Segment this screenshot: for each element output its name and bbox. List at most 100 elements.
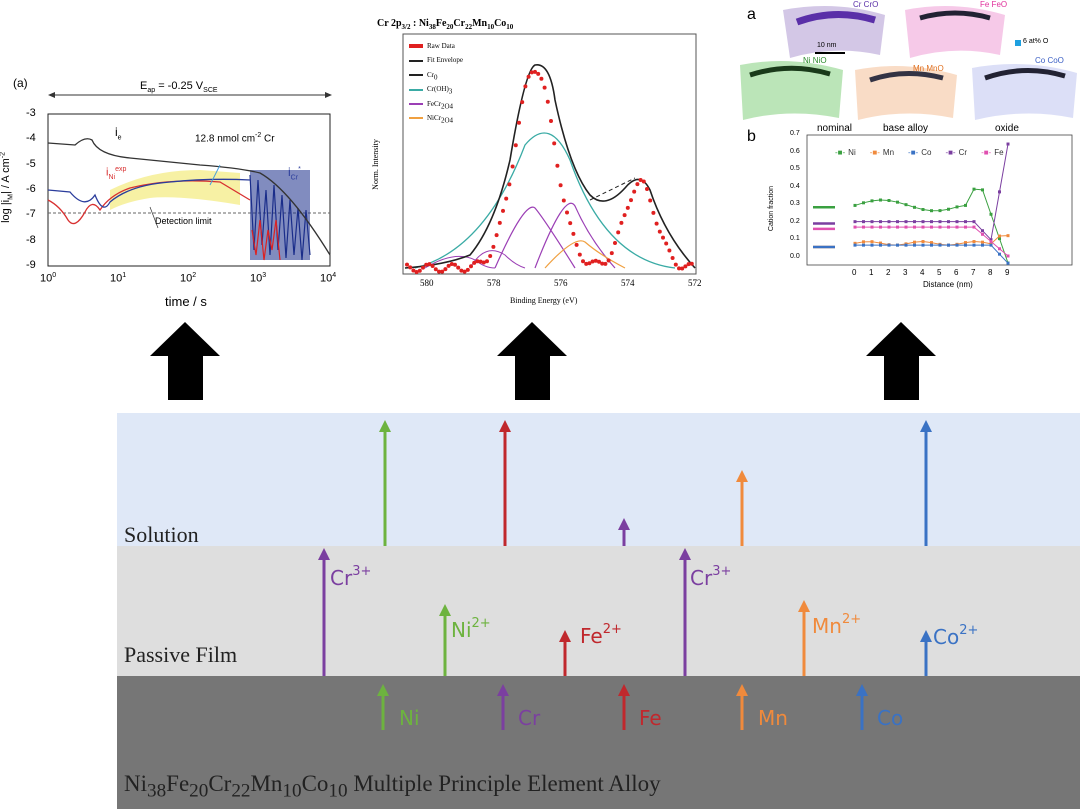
annotation-label: 12.8 nmol cm-2 Cr bbox=[195, 132, 275, 145]
raw-data-point bbox=[421, 265, 425, 270]
icr-curve bbox=[47, 178, 251, 208]
xps-legend-item: Cr0 bbox=[409, 69, 463, 83]
cation-point bbox=[862, 243, 865, 247]
raw-data-point bbox=[427, 262, 432, 267]
tag-a: a bbox=[747, 6, 756, 23]
raw-data-point bbox=[440, 269, 445, 274]
xps-legend-item: Cr(OH)3 bbox=[409, 83, 463, 97]
raw-data-point bbox=[619, 220, 624, 225]
cation-point bbox=[930, 220, 933, 224]
cation-point bbox=[998, 190, 1001, 194]
xtick-right: 1 bbox=[869, 268, 874, 277]
passive-film-layer bbox=[117, 546, 1080, 676]
cation-legend: -■- Ni -■- Mn -■- Co -■- Cr -■- Fe bbox=[835, 148, 1018, 157]
panel-mid-xps: Cr 2p3/2 : Ni38Fe20Cr22Mn10Co10 Raw Data… bbox=[371, 10, 710, 310]
raw-data-point bbox=[545, 99, 550, 104]
cation-point bbox=[879, 198, 882, 202]
panel-left-ylabel: log |iM| / A cm-2 bbox=[0, 151, 15, 223]
cation-point bbox=[887, 225, 891, 229]
cation-point bbox=[981, 240, 984, 244]
ytick-right: 0.6 bbox=[790, 147, 800, 155]
cation-point bbox=[972, 243, 976, 247]
raw-data-points bbox=[405, 69, 694, 274]
apt-ni bbox=[740, 61, 843, 120]
cation-fraction-plot bbox=[806, 134, 1073, 266]
raw-data-point bbox=[443, 267, 448, 272]
raw-data-point bbox=[648, 198, 653, 203]
xtick-mid: 578 bbox=[487, 278, 501, 288]
raw-data-point bbox=[449, 262, 454, 267]
big-arrow-left bbox=[150, 322, 220, 400]
cation-point bbox=[938, 209, 942, 213]
peak-fecr2o4-a bbox=[494, 206, 576, 269]
cation-legend-item: -■- Co bbox=[908, 148, 932, 157]
xtick-left: 101 bbox=[110, 272, 127, 285]
cation-point bbox=[947, 225, 950, 229]
cation-point bbox=[853, 241, 857, 245]
cation-ylabel: Cation fraction bbox=[768, 185, 776, 232]
panel-left-tag: (a) bbox=[13, 76, 28, 90]
raw-data-point bbox=[584, 261, 589, 266]
ie-label: ie bbox=[115, 125, 122, 142]
raw-data-point bbox=[590, 259, 595, 264]
raw-data-point bbox=[683, 264, 688, 269]
cation-point bbox=[913, 240, 916, 244]
xps-legend-item: Raw Data bbox=[409, 40, 463, 54]
raw-data-point bbox=[459, 268, 464, 273]
cation-point bbox=[870, 199, 874, 203]
raw-data-point bbox=[481, 260, 486, 265]
raw-data-point bbox=[485, 259, 489, 264]
scale-label: 10 nm bbox=[817, 42, 837, 49]
raw-data-point bbox=[446, 263, 451, 268]
alloy-layer bbox=[117, 676, 1080, 809]
raw-data-point bbox=[510, 164, 515, 169]
ytick-right: 0.7 bbox=[790, 130, 800, 137]
cation-point bbox=[913, 225, 916, 229]
big-arrow-mid bbox=[497, 322, 567, 400]
cation-point bbox=[887, 198, 891, 202]
alloy-el-mn: Mn bbox=[758, 706, 788, 730]
cation-point bbox=[921, 243, 925, 247]
xtick-right: 6 bbox=[954, 268, 959, 277]
raw-data-point bbox=[622, 213, 627, 218]
raw-data-point bbox=[491, 244, 496, 249]
cation-point bbox=[1006, 234, 1010, 238]
raw-data-point bbox=[424, 262, 429, 267]
raw-data-point bbox=[677, 266, 681, 271]
cation-point bbox=[930, 225, 933, 229]
alloy-el-ni: Ni bbox=[399, 706, 420, 730]
big-arrows bbox=[150, 322, 936, 400]
raw-data-point bbox=[472, 260, 477, 265]
raw-data-point bbox=[542, 85, 547, 90]
cation-point bbox=[955, 220, 959, 224]
cation-point bbox=[972, 225, 976, 229]
raw-data-point bbox=[661, 235, 665, 240]
cation-point bbox=[1006, 254, 1010, 258]
iso-label: 6 at% O bbox=[1023, 38, 1049, 45]
tag-b: b bbox=[747, 128, 756, 145]
raw-data-point bbox=[478, 259, 483, 264]
xtick-right: 9 bbox=[1005, 268, 1010, 277]
xtick-right: 0 bbox=[852, 268, 857, 277]
cation-point bbox=[964, 225, 967, 229]
cation-point bbox=[998, 252, 1001, 256]
cation-point bbox=[947, 243, 950, 247]
cation-point bbox=[904, 225, 908, 229]
raw-data-point bbox=[571, 231, 576, 236]
raw-data-point bbox=[581, 259, 585, 264]
cation-point bbox=[930, 209, 933, 213]
cation-point bbox=[938, 243, 942, 247]
ytick-right: 0.5 bbox=[790, 165, 800, 172]
cation-point bbox=[989, 238, 993, 242]
raw-data-point bbox=[645, 186, 649, 191]
raw-data-point bbox=[475, 259, 480, 264]
raw-data-point bbox=[549, 118, 553, 123]
panel-left-xlabel: time / s bbox=[165, 294, 207, 309]
xps-legend-item: Fit Envelope bbox=[409, 54, 463, 68]
apt-co bbox=[972, 64, 1077, 120]
cation-point bbox=[981, 229, 984, 233]
raw-data-point bbox=[408, 265, 413, 270]
raw-data-point bbox=[613, 240, 617, 245]
cation-point bbox=[964, 243, 967, 247]
cation-point bbox=[921, 220, 925, 224]
